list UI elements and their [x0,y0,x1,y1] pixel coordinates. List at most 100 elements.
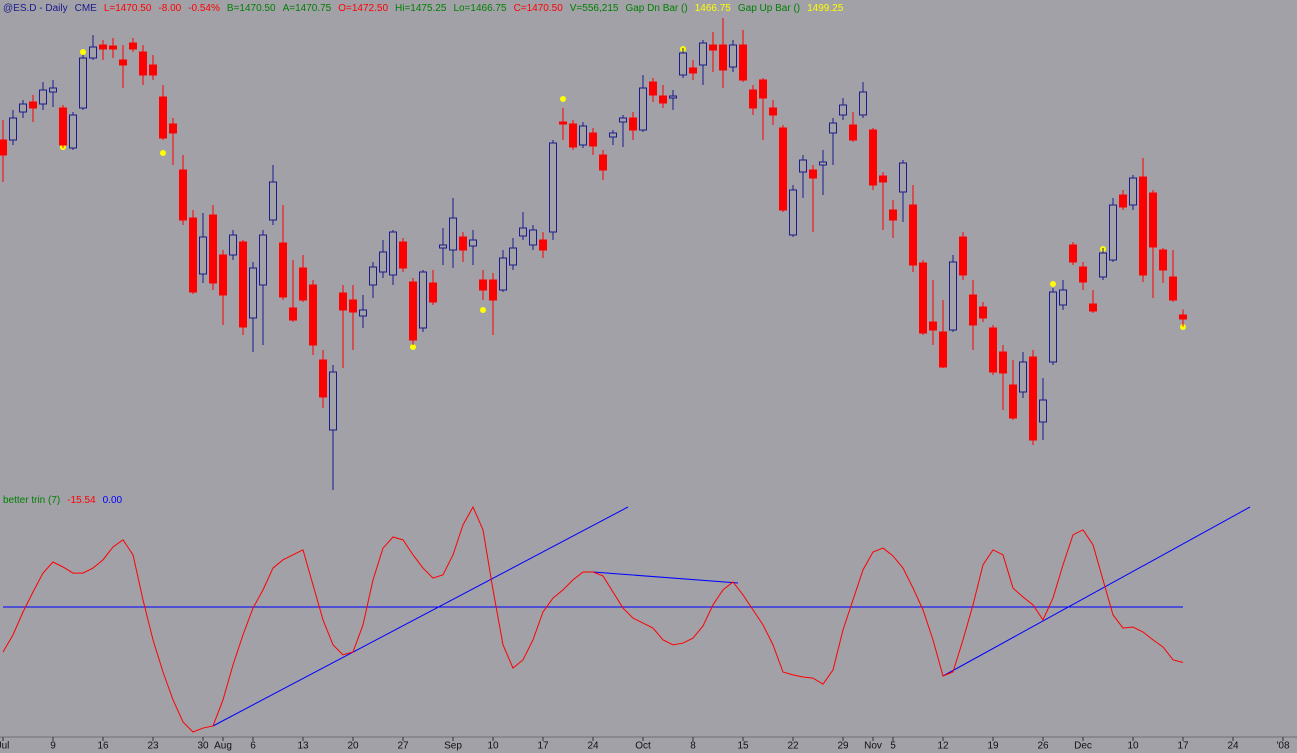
x-tick-label: 13 [297,741,309,752]
candle-body [309,284,317,346]
gap-markers [60,46,1186,350]
candle-body [829,122,837,134]
x-tick-label: 10 [1127,741,1139,752]
candle-body [489,279,497,301]
header-item: Lo=1466.75 [453,3,507,14]
candle-body [1009,384,1017,419]
candle-body [869,129,877,186]
x-tick-label: Jul [0,741,9,752]
candle-body [1109,204,1117,261]
x-tick-label: Sep [444,741,462,752]
candle-body [239,241,247,328]
x-tick-label: '08 [1276,741,1289,752]
candle-body [659,95,667,104]
x-tick-label: 23 [147,741,159,752]
candle-body [359,309,367,317]
candle-body [859,91,867,116]
candle-body [909,204,917,266]
candle-body [289,307,297,321]
gap-marker [160,150,166,156]
candle-body [989,327,997,373]
candle-body [279,242,287,298]
candle-body [69,114,77,149]
trendline [212,506,629,727]
header-item: 1499.25 [807,3,844,14]
candle-body [89,46,97,59]
x-tick-label: 17 [537,741,549,752]
candle-body [549,142,557,233]
candle-body [439,244,447,249]
gap-marker [410,344,416,350]
candle-body [959,236,967,276]
candle-body [349,299,357,313]
gap-marker [80,49,86,55]
candle-body [699,42,707,66]
gap-marker [1180,324,1186,330]
gap-marker [480,307,486,313]
candle-body [759,79,767,99]
indicator-level: 0.00 [102,495,123,506]
candle-body [269,181,277,221]
candle-body [189,217,197,293]
x-tick-label: 29 [837,741,849,752]
header-item: O=1472.50 [338,3,388,14]
candle-body [329,371,337,431]
candle-body [769,107,777,116]
candle-body [129,42,137,50]
candle-body [709,44,717,51]
candle-body [389,231,397,276]
candle-body [729,44,737,68]
candle-body [519,227,527,237]
header-item: CME [74,3,97,14]
candle-body [319,359,327,398]
candle-body [799,159,807,173]
x-tick-label: 10 [487,741,499,752]
indicator-readout: -15.54 [67,495,96,506]
candle-body [949,261,957,331]
candle-body [559,121,567,125]
candles [0,18,1187,490]
candle-body [1019,361,1027,393]
x-tick-label: Oct [635,741,651,752]
candle-body [1149,192,1157,248]
candle-body [199,236,207,275]
candle-body [999,351,1007,374]
candle-body [839,104,847,116]
x-tick-label: 30 [197,741,209,752]
x-tick-label: 27 [397,741,409,752]
candle-body [149,64,157,76]
candle-body [749,89,757,109]
x-tick-label: 22 [787,741,799,752]
candle-body [689,67,697,74]
x-tick-label: 20 [347,741,359,752]
candle-body [1119,194,1127,208]
candle-body [259,234,267,286]
candle-body [479,279,487,291]
candle-body [119,59,127,66]
candle-body [449,217,457,251]
candle-body [879,175,887,183]
x-tick-label: 17 [1177,741,1189,752]
candle-body [19,103,27,113]
candle-body [969,294,977,326]
x-tick-label: 16 [97,741,109,752]
quote-header: @ES.D - Daily CME L=1470.50 -8.00 -0.54% B=14… [3,3,843,14]
x-tick-label: 12 [937,741,949,752]
header-item: A=1470.75 [282,3,332,14]
candle-body [639,87,647,131]
header-item: V=556,215 [569,3,619,14]
candle-body [1069,244,1077,263]
candle-body [1039,399,1047,423]
candle-body [939,331,947,368]
candle-body [9,117,17,141]
indicator-name: better trin (7) [3,495,61,506]
gap-marker [560,96,566,102]
candle-body [1029,356,1037,441]
candle-body [819,161,827,166]
x-tick-label: Aug [214,741,232,752]
header-item: 1466.75 [694,3,731,14]
candle-body [469,239,477,247]
x-tick-label: 5 [890,741,896,752]
trendline [942,506,1251,677]
candle-body [409,281,417,341]
